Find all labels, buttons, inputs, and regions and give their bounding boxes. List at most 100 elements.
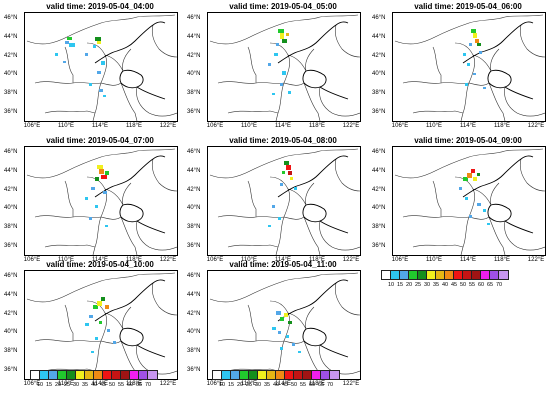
- province-border: [100, 216, 122, 220]
- latitude-label: 44°N: [187, 33, 201, 40]
- map-panel: valid time: 2019-05-04_06:00 46°N 44°N 42°N…: [370, 2, 546, 130]
- colorbar-label: 40: [272, 382, 280, 388]
- colorbar-label: 25: [63, 382, 71, 388]
- colorbar-swatch: [258, 371, 267, 379]
- province-border: [287, 188, 307, 206]
- province-border: [519, 24, 545, 58]
- map-svg: [394, 148, 545, 255]
- coastline: [94, 21, 166, 100]
- colorbar-label: 15: [396, 282, 404, 288]
- reflectivity-cell: [288, 321, 292, 324]
- province-border: [472, 54, 492, 72]
- reflectivity-cell: [487, 223, 490, 225]
- longitude-label: 118°E: [126, 381, 142, 387]
- latitude-label: 36°N: [372, 243, 386, 249]
- province-border: [247, 304, 257, 341]
- province-border: [319, 86, 360, 117]
- province-border: [104, 312, 124, 330]
- latitude-label: 44°N: [372, 33, 386, 40]
- reflectivity-cell: [288, 91, 291, 94]
- province-border: [472, 188, 492, 206]
- province-border: [519, 158, 545, 192]
- latitude-label: 36°N: [4, 109, 18, 115]
- coastline: [94, 155, 166, 234]
- province-border: [412, 110, 464, 114]
- province-border: [454, 42, 475, 121]
- colorbar-label: 65: [486, 282, 494, 288]
- longitude-label: 122°E: [342, 123, 360, 129]
- map-panel: valid time: 2019-05-04_04:00 46°N 44°N 42°N…: [2, 2, 178, 130]
- colorbar-swatch: [76, 371, 85, 379]
- latitude-label: 38°N: [187, 348, 201, 355]
- latitude-label: 40°N: [4, 71, 18, 78]
- latitude-label: 46°N: [187, 15, 201, 21]
- reflectivity-cell: [467, 63, 470, 66]
- colorbar-swatch: [31, 371, 40, 379]
- colorbar-swatch: [490, 271, 499, 279]
- latitude-label: 38°N: [372, 224, 386, 231]
- map-panel: valid time: 2019-05-04_07:00 46°N 44°N 42°N…: [2, 136, 178, 264]
- reflectivity-cell: [282, 39, 287, 43]
- latitude-label: 38°N: [372, 90, 386, 97]
- longitude-label: 118°E: [309, 381, 325, 387]
- reflectivity-cell: [89, 315, 93, 318]
- longitude-label: 114°E: [92, 257, 108, 263]
- province-border: [120, 216, 138, 255]
- province-border: [151, 158, 177, 192]
- colorbar-swatch: [103, 371, 112, 379]
- colorbar-label: 30: [254, 382, 262, 388]
- province-border: [26, 272, 176, 303]
- longitude-label: 114°E: [460, 123, 476, 129]
- colorbar-label: 35: [81, 382, 89, 388]
- province-border: [100, 340, 122, 344]
- province-border: [269, 42, 290, 121]
- province-border: [468, 82, 490, 86]
- reflectivity-cell: [298, 351, 301, 353]
- colorbar-boxes: [30, 370, 158, 380]
- reflectivity-cell: [97, 301, 102, 306]
- province-border: [334, 24, 360, 58]
- map-svg: [26, 272, 177, 379]
- latitude-label: 42°N: [372, 52, 386, 59]
- province-border: [432, 46, 442, 83]
- latitude-label: 44°N: [187, 291, 201, 298]
- latitude-label: 46°N: [372, 15, 386, 21]
- province-border: [504, 220, 545, 251]
- province-border: [334, 158, 360, 192]
- reflectivity-cell: [91, 351, 94, 353]
- reflectivity-cell: [103, 191, 107, 194]
- colorbar-label: 20: [405, 282, 413, 288]
- colorbar-swatch: [445, 271, 454, 279]
- province-border: [120, 82, 138, 121]
- colorbar-label: 60: [126, 382, 134, 388]
- reflectivity-cell: [282, 71, 286, 75]
- reflectivity-cell: [463, 53, 466, 56]
- province-border: [217, 339, 285, 342]
- province-border: [64, 180, 74, 217]
- province-border: [209, 14, 359, 45]
- reflectivity-cell: [280, 33, 284, 39]
- colorbar-swatch: [400, 271, 409, 279]
- province-border: [34, 339, 102, 342]
- panel-title: valid time: 2019-05-04_11:00: [229, 260, 337, 269]
- reflectivity-cell: [479, 51, 482, 54]
- province-border: [26, 148, 176, 179]
- province-border: [209, 148, 359, 179]
- reflectivity-cell: [55, 53, 58, 56]
- longitude-label: 110°E: [58, 123, 74, 129]
- colorbar-label: 65: [135, 382, 143, 388]
- map-svg: [209, 14, 360, 121]
- panel-title: valid time: 2019-05-04_06:00: [414, 2, 522, 11]
- reflectivity-cell: [467, 173, 472, 178]
- longitude-label: 118°E: [126, 257, 142, 263]
- latitude-label: 36°N: [4, 367, 18, 373]
- province-border: [136, 86, 177, 117]
- colorbar-label: 50: [290, 382, 298, 388]
- province-border: [247, 180, 257, 217]
- panel-title: valid time: 2019-05-04_07:00: [46, 136, 154, 145]
- latitude-label: 38°N: [187, 224, 201, 231]
- colorbar-label: 70: [495, 282, 503, 288]
- latitude-label: 36°N: [372, 109, 386, 115]
- reflectivity-cell: [99, 89, 103, 92]
- province-border: [104, 188, 124, 206]
